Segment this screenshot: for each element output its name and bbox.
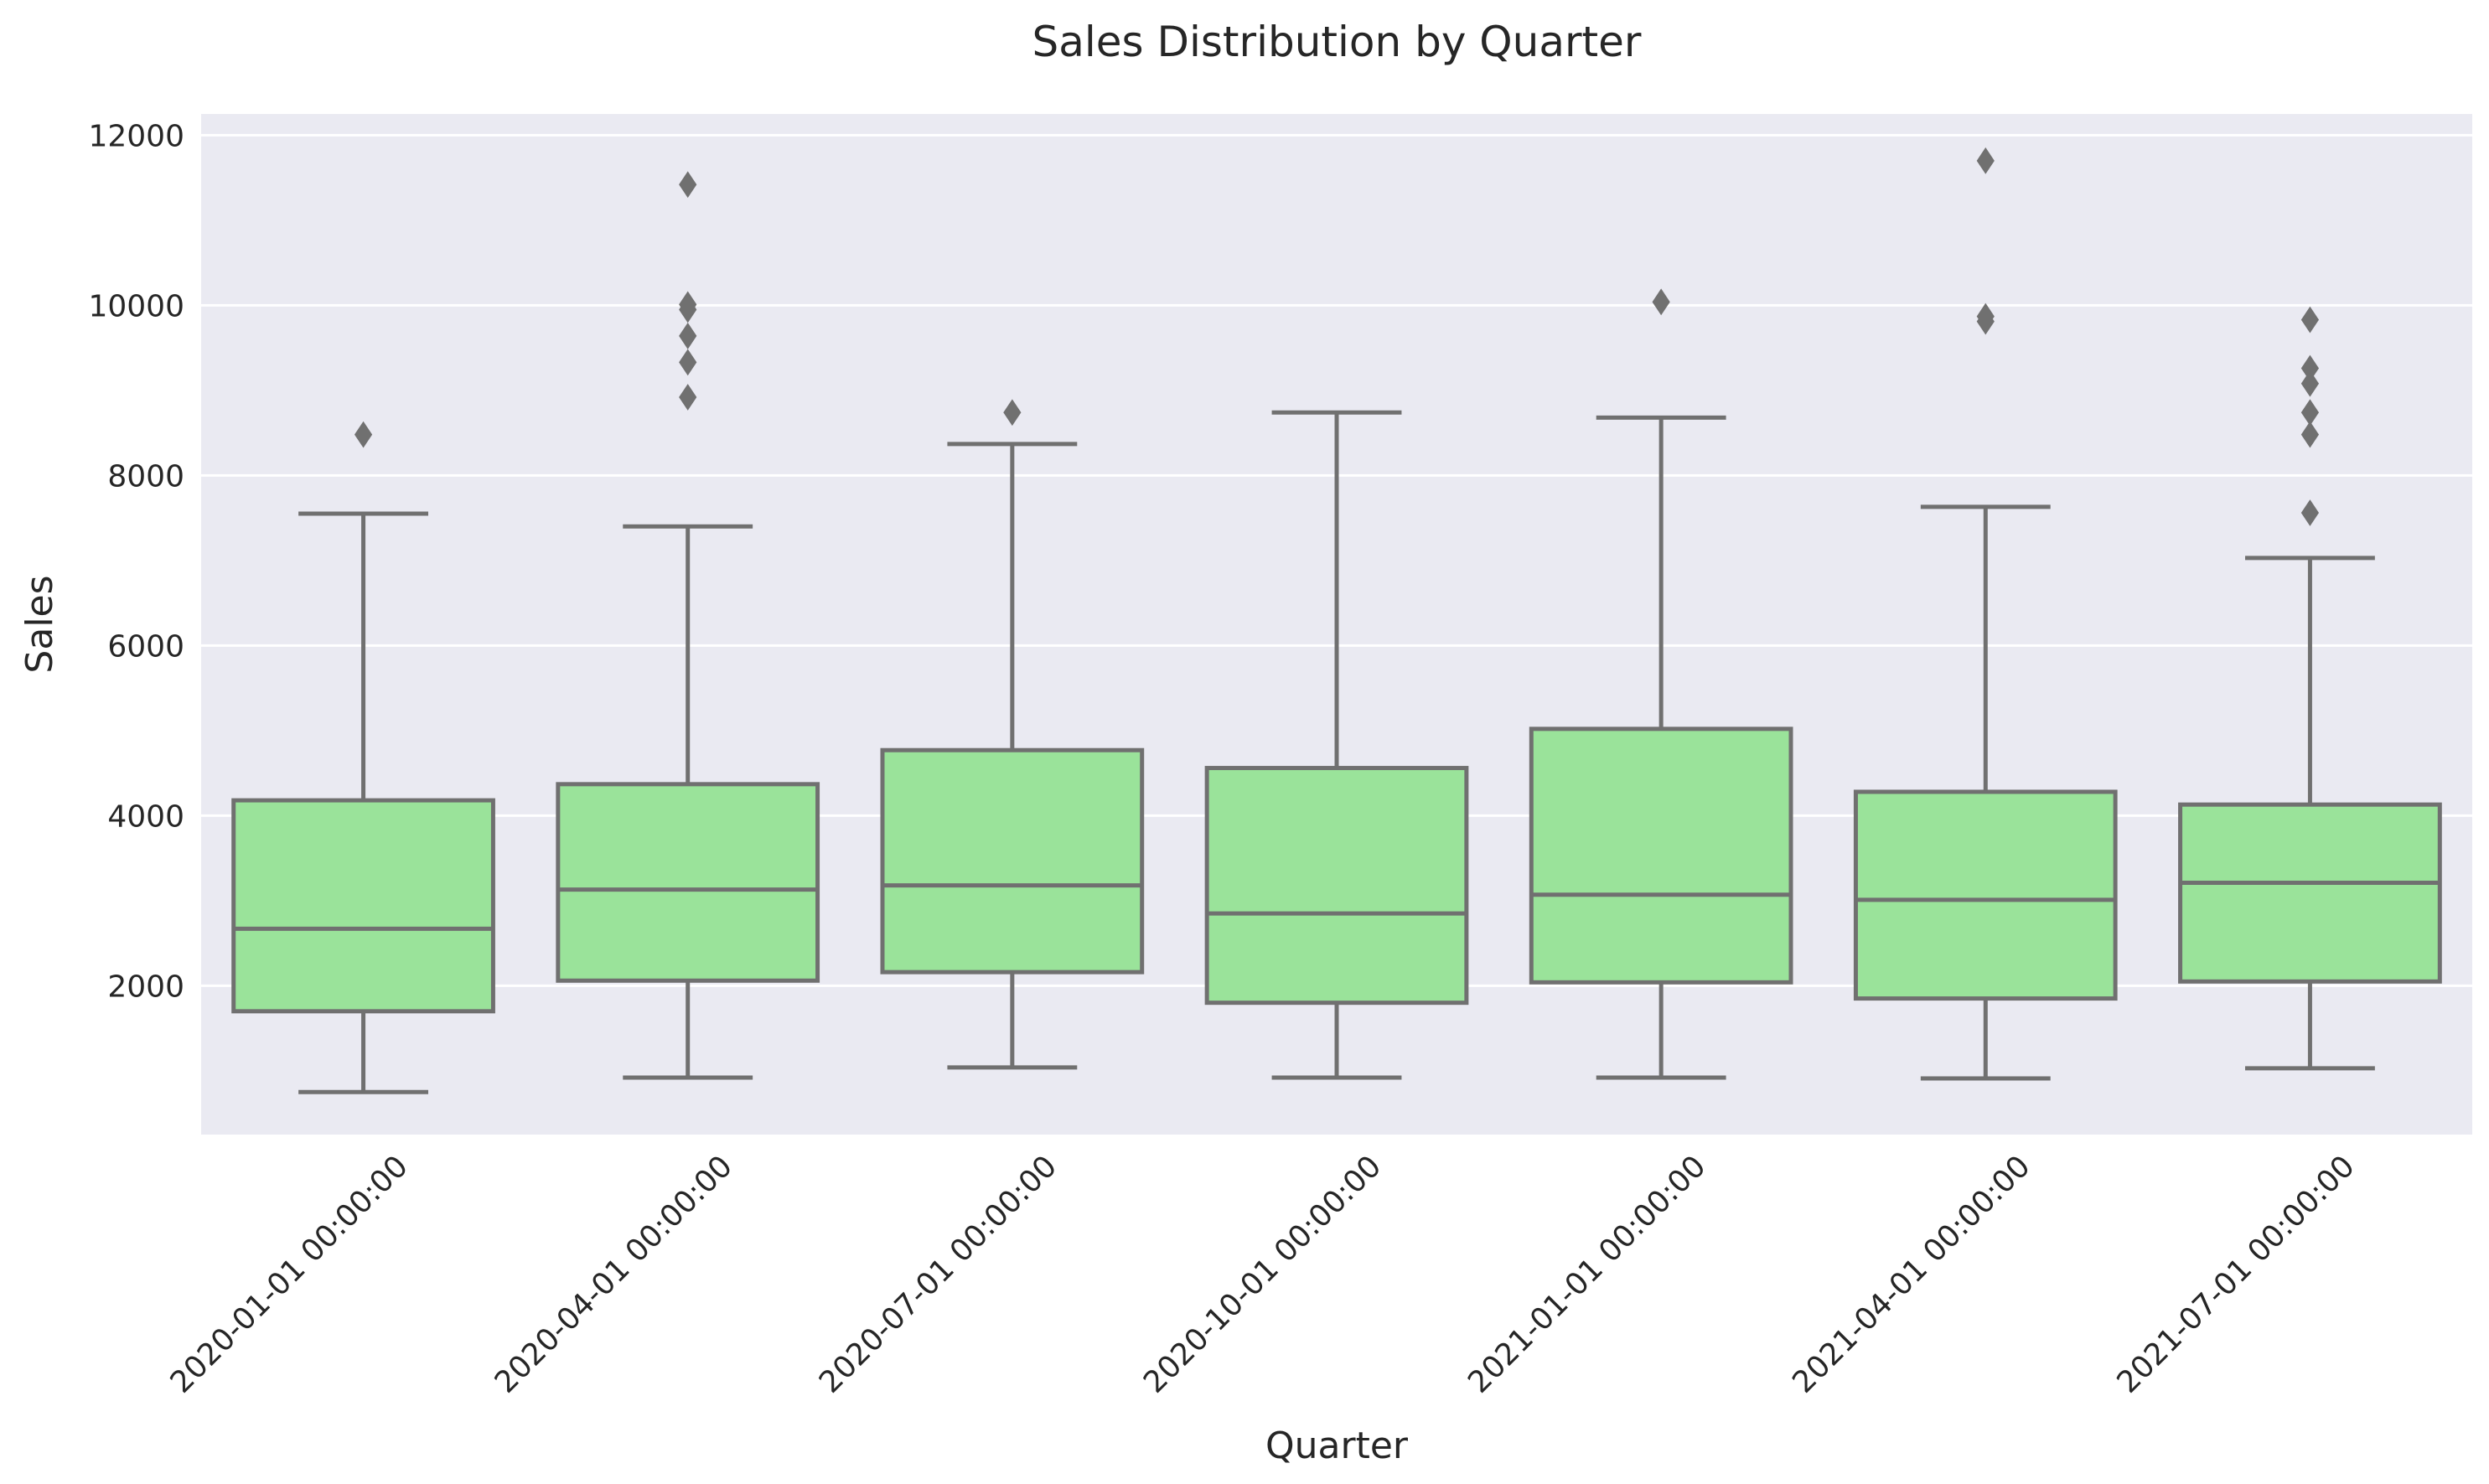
outlier-point xyxy=(2300,370,2320,397)
chart-title: Sales Distribution by Quarter xyxy=(1032,18,1642,66)
outlier-point xyxy=(679,291,697,318)
y-axis-label: Sales xyxy=(18,575,61,673)
outlier-point xyxy=(1976,147,1995,174)
box-iqr xyxy=(1204,766,1469,1006)
y-tick-label: 4000 xyxy=(107,799,184,834)
box-iqr xyxy=(1529,726,1793,985)
box-group xyxy=(880,399,1145,1070)
outlier-point xyxy=(1976,302,1995,330)
box-iqr xyxy=(2178,802,2442,984)
y-tick-label: 10000 xyxy=(88,289,184,323)
outlier-point xyxy=(1652,288,1670,316)
outlier-point xyxy=(354,421,373,448)
box-group xyxy=(1204,410,1469,1080)
box-group xyxy=(1529,288,1793,1080)
y-tick-labels: 2000 4000 6000 8000 10000 12000 xyxy=(88,119,184,1004)
box-iqr xyxy=(880,747,1145,975)
outlier-point xyxy=(679,171,697,199)
outlier-point xyxy=(679,349,697,376)
y-tick-label: 6000 xyxy=(107,629,184,664)
box-group xyxy=(231,421,495,1094)
outlier-point xyxy=(2300,306,2320,334)
y-tick-label: 12000 xyxy=(88,119,184,153)
box-group xyxy=(1853,147,2118,1081)
outlier-point xyxy=(1003,399,1022,427)
boxes xyxy=(231,147,2442,1094)
outlier-point xyxy=(2300,499,2320,526)
box-group xyxy=(556,171,820,1080)
y-tick-label: 2000 xyxy=(107,970,184,1004)
x-axis-label: Quarter xyxy=(1265,1425,1409,1467)
outlier-point xyxy=(679,323,697,349)
box-group xyxy=(2178,306,2442,1071)
outlier-point xyxy=(2300,354,2320,382)
outlier-point xyxy=(679,384,697,411)
box-iqr xyxy=(556,782,820,983)
y-tick-label: 8000 xyxy=(107,459,184,494)
outlier-point xyxy=(2300,421,2320,448)
box-iqr xyxy=(231,798,495,1014)
box-iqr xyxy=(1853,789,2118,1001)
outlier-point xyxy=(2300,399,2320,427)
